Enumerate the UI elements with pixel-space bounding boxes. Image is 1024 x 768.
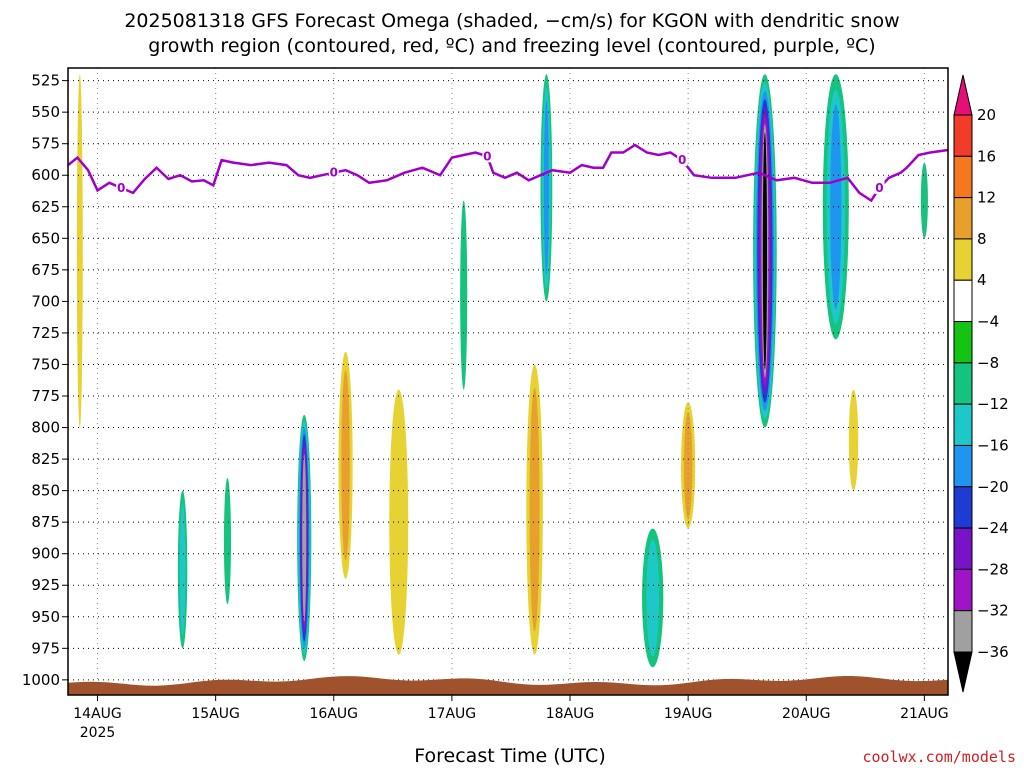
y-tick-label: 925: [31, 576, 60, 594]
omega-shade-0-0: [76, 74, 83, 428]
omega-shade-14-2: [830, 104, 842, 309]
plot-area: 0 0 0 0 0: [67, 67, 949, 696]
y-tick-label: 850: [31, 482, 60, 500]
colorbar-label: −4: [977, 313, 999, 331]
y-tick-label: 575: [31, 135, 60, 153]
x-axis-title: Forecast Time (UTC): [414, 745, 605, 767]
freezing-level-label-bg: [677, 153, 688, 167]
freezing-level-label: 0: [678, 153, 686, 167]
y-tick-label: 900: [31, 545, 60, 563]
y-tick-label: 950: [31, 608, 60, 626]
freezing-level-label-bg: [116, 180, 127, 194]
y-tick-label: 825: [31, 450, 60, 468]
y-tick-label: 800: [31, 419, 60, 437]
y-tick-label: 700: [31, 292, 60, 310]
chart-title-line-1: 2025081318 GFS Forecast Omega (shaded, −…: [124, 10, 899, 32]
colorbar-label: −20: [977, 478, 1009, 496]
x-tick-label: 14AUG: [73, 706, 122, 722]
y-tick-label: 1000: [22, 671, 60, 689]
freezing-level-label: 0: [483, 149, 491, 163]
y-tick-label: 550: [31, 103, 60, 121]
freezing-level-label: 0: [117, 181, 125, 195]
colorbar-bin: [953, 444, 973, 488]
colorbar-bin: [953, 238, 973, 281]
omega-shade-9-2: [543, 100, 549, 276]
colorbar-bin: [953, 279, 973, 323]
x-tick-label: 21AUG: [900, 706, 949, 722]
colorbar-label: 8: [977, 230, 987, 248]
x-tick-label: 19AUG: [664, 706, 713, 722]
y-tick-label: 875: [31, 513, 60, 531]
omega-shade-2-1: [179, 503, 186, 636]
omega-shade-17-0: [920, 162, 928, 239]
y-tick-label: 725: [31, 324, 60, 342]
colorbar-label: −24: [977, 519, 1009, 537]
omega-shade-10-1: [529, 387, 540, 632]
omega-shade-8-0: [460, 200, 468, 390]
colorbar-label: 12: [977, 189, 996, 207]
omega-shade-13-7: [762, 132, 767, 370]
freezing-level-label: 0: [330, 166, 338, 180]
omega-shade-5-6: [302, 454, 307, 622]
colorbar-bin: [953, 568, 973, 612]
colorbar-label: −16: [977, 436, 1009, 454]
colorbar-bottom-arrow: [953, 651, 973, 693]
x-tick-sublabel: 2025: [80, 725, 116, 741]
colorbar-bin: [953, 197, 973, 240]
freezing-level-label: 0: [875, 181, 883, 195]
omega-shade-12-1: [683, 412, 693, 519]
plot-background: [68, 68, 948, 695]
omega-shade-15-0: [848, 389, 859, 491]
colorbar-bin: [953, 114, 973, 157]
colorbar-bin: [953, 486, 973, 529]
x-tick-label: 18AUG: [546, 706, 595, 722]
colorbar-top-arrow: [953, 74, 973, 116]
y-tick-label: 675: [31, 261, 60, 279]
freezing-level-label-bg: [482, 149, 493, 163]
freezing-level-line: [67, 143, 949, 203]
y-tick-label: 750: [31, 355, 60, 373]
x-tick-label: 15AUG: [191, 706, 240, 722]
colorbar-label: 16: [977, 147, 996, 165]
colorbar-bin: [953, 155, 973, 199]
site-credit: coolwx.com/models: [862, 748, 1016, 766]
x-tick-label: 17AUG: [428, 706, 477, 722]
freezing-level-label-bg: [328, 165, 339, 179]
colorbar-label: −32: [977, 602, 1009, 620]
omega-shade-6-1: [341, 370, 350, 561]
omega-shade-11-1: [646, 539, 660, 657]
colorbar-label: 4: [977, 271, 987, 289]
omega-shade-4-0: [223, 478, 232, 605]
y-tick-label: 975: [31, 639, 60, 657]
colorbar-label: 20: [977, 106, 996, 124]
y-tick-label: 525: [31, 72, 60, 90]
colorbar-bin: [953, 362, 973, 405]
colorbar-label: −28: [977, 560, 1009, 578]
x-tick-label: 20AUG: [782, 706, 831, 722]
colorbar-label: −8: [977, 354, 999, 372]
colorbar: 20 16 12 8 4 −4 −8 −12 −16 −20 −24 −28 −32 −36: [953, 74, 1009, 693]
colorbar-bin: [953, 403, 973, 446]
x-axis: 14AUG 2025 15AUG 16AUG 17AUG 18AUG 19AUG 20AUG 2…: [73, 695, 949, 741]
colorbar-label: −36: [977, 643, 1009, 661]
y-tick-label: 625: [31, 198, 60, 216]
colorbar-bin: [953, 321, 973, 364]
y-axis: 525 550 575 600 625 650 675 700 725 750 775 800 825 8…: [22, 72, 68, 689]
ground-surface: [68, 676, 948, 695]
colorbar-bin: [953, 527, 973, 570]
chart-title-line-2: growth region (contoured, red, ºC) and f…: [148, 35, 875, 57]
y-tick-label: 600: [31, 166, 60, 184]
x-tick-label: 16AUG: [310, 706, 359, 722]
plot-frame: [67, 67, 949, 696]
y-tick-label: 775: [31, 387, 60, 405]
y-tick-label: 650: [31, 229, 60, 247]
colorbar-label: −12: [977, 395, 1009, 413]
colorbar-bin: [953, 610, 973, 653]
freezing-level-label-bg: [874, 180, 885, 194]
